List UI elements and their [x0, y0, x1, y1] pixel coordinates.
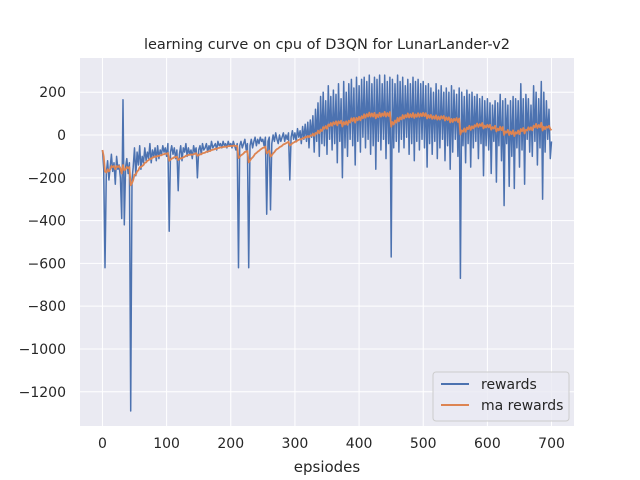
series-line-rewards	[101, 74, 553, 412]
tick-labels: 0 100 200 300 400 500 600 700 200 0 −200 −400 −600 −8…	[19, 85, 565, 452]
x-tick-label: 200	[217, 436, 244, 452]
x-tick-label: 600	[474, 436, 501, 452]
x-tick-label: 300	[282, 436, 309, 452]
chart-title: learning curve on cpu of D3QN for LunarL…	[144, 37, 510, 53]
legend: rewards ma rewards	[432, 371, 570, 422]
legend-label-ma-rewards: ma rewards	[481, 398, 563, 414]
series-lines	[101, 74, 553, 412]
x-tick-label: 500	[410, 436, 437, 452]
x-tick-label: 700	[538, 436, 565, 452]
x-axis-label: epsiodes	[294, 458, 361, 476]
x-tick-label: 400	[346, 436, 373, 452]
legend-label-rewards: rewards	[481, 377, 537, 393]
y-tick-label: −400	[28, 214, 66, 230]
x-tick-label: 100	[153, 436, 180, 452]
y-tick-label: −1000	[19, 342, 66, 358]
y-tick-label: 200	[39, 85, 66, 101]
y-tick-label: −800	[28, 299, 66, 315]
x-tick-label: 0	[98, 436, 107, 452]
y-tick-label: −1200	[19, 385, 66, 401]
series-line-ma-rewards	[101, 111, 553, 187]
y-tick-label: −200	[28, 171, 66, 187]
y-tick-label: −600	[28, 256, 66, 272]
y-tick-label: 0	[57, 128, 66, 144]
